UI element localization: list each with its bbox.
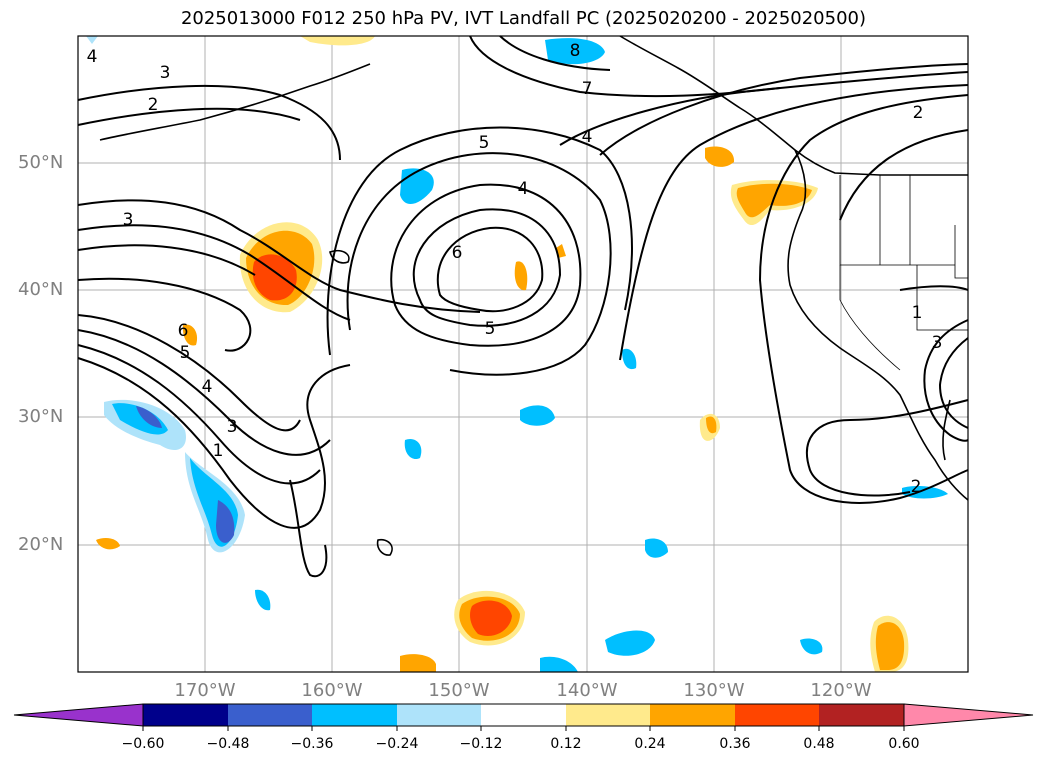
colorbar-extend-min <box>13 703 144 727</box>
map-title: 2025013000 F012 250 hPa PV, IVT Landfall… <box>180 8 867 29</box>
positive-anomaly-region <box>875 622 905 670</box>
negative-anomaly-region <box>520 405 555 426</box>
negative-anomaly-region <box>800 638 823 655</box>
contour-label: 3 <box>160 63 171 83</box>
colorbar <box>13 703 1034 731</box>
positive-anomaly-region <box>470 600 512 636</box>
colorbar-segment <box>819 704 904 726</box>
positive-anomaly-region <box>705 146 735 167</box>
lat-label: 40°N <box>18 279 64 300</box>
colorbar-tick-label: 0.12 <box>550 736 582 752</box>
positive-anomaly-region <box>736 183 812 218</box>
lat-label: 50°N <box>18 152 64 173</box>
negative-anomaly-region <box>404 438 422 460</box>
contour-labels: 8 7 4 5 2 3 2 4 6 5 3 6 5 4 3 1 1 3 2 4 <box>87 41 943 497</box>
colorbar-segment <box>312 704 397 726</box>
negative-anomaly-region <box>545 38 605 65</box>
lon-label: 130°W <box>683 680 745 701</box>
contour-label: 5 <box>180 343 191 363</box>
contour-label: 4 <box>202 377 213 397</box>
colorbar-extend-max <box>903 703 1034 727</box>
negative-anomaly-region <box>645 538 668 558</box>
negative-anomaly-region <box>622 348 637 370</box>
colorbar-tick-label: −0.36 <box>290 736 334 752</box>
contour-label: 6 <box>178 321 189 341</box>
colorbar-segment <box>228 704 312 726</box>
colorbar-segment <box>566 704 650 726</box>
contour-label: 4 <box>582 127 593 147</box>
shaded-anomalies <box>86 36 948 672</box>
lon-label: 140°W <box>556 680 618 701</box>
contour-label: 8 <box>570 41 581 61</box>
colorbar-segment <box>143 704 228 726</box>
contour-label: 3 <box>932 333 943 353</box>
negative-anomaly-region <box>86 36 98 44</box>
contour-label: 1 <box>213 441 224 461</box>
negative-anomaly-region <box>605 630 655 656</box>
lat-label: 30°N <box>18 406 64 427</box>
contour-label: 5 <box>485 319 496 339</box>
colorbar-tick-label: 0.36 <box>719 736 751 752</box>
positive-anomaly-region <box>300 36 375 46</box>
colorbar-tick-label: −0.24 <box>375 736 419 752</box>
contour-label: 7 <box>582 79 593 99</box>
contour-label: 2 <box>913 103 924 123</box>
positive-anomaly-region <box>182 324 198 346</box>
colorbar-tick-label: −0.60 <box>121 736 165 752</box>
lat-label: 20°N <box>18 534 64 555</box>
contour-label: 6 <box>452 243 463 263</box>
negative-anomaly-region <box>255 589 271 611</box>
pv-contours <box>77 35 969 578</box>
positive-anomaly-region <box>514 261 528 291</box>
map-frame <box>77 35 969 673</box>
contour-label: 5 <box>479 133 490 153</box>
colorbar-segment <box>735 704 819 726</box>
contour-label: 2 <box>148 95 159 115</box>
contour-label: 1 <box>912 303 923 323</box>
negative-anomaly-region <box>540 656 578 672</box>
lon-label: 120°W <box>810 680 872 701</box>
negative-anomaly-region <box>216 500 235 543</box>
contour-label: 3 <box>123 210 134 230</box>
contour-label: 2 <box>911 477 922 497</box>
contour-label: 3 <box>227 417 238 437</box>
negative-anomaly-region <box>136 406 162 428</box>
contour-label: 4 <box>87 47 98 67</box>
colorbar-segment <box>397 704 481 726</box>
colorbar-tick-label: −0.48 <box>206 736 250 752</box>
negative-anomaly-region <box>112 403 168 435</box>
colorbar-tick-label: 0.24 <box>634 736 666 752</box>
colorbar-tick-label: −0.12 <box>459 736 503 752</box>
lon-label: 170°W <box>174 680 236 701</box>
positive-anomaly-region <box>96 538 120 550</box>
colorbar-tick-label: 0.48 <box>803 736 835 752</box>
contour-label: 4 <box>518 179 529 199</box>
colorbar-tick-label: 0.60 <box>888 736 920 752</box>
positive-anomaly-region <box>706 416 717 434</box>
lon-label: 160°W <box>301 680 363 701</box>
positive-anomaly-region <box>252 254 297 301</box>
colorbar-segment <box>481 704 566 726</box>
negative-anomaly-region <box>902 486 948 499</box>
lon-label: 150°W <box>428 680 490 701</box>
colorbar-segment <box>650 704 735 726</box>
positive-anomaly-region <box>400 654 436 672</box>
